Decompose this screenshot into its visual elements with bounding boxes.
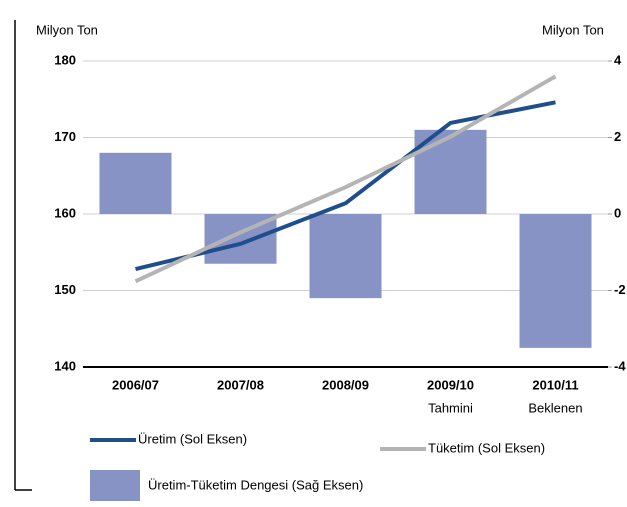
bar [99, 152, 172, 214]
legend-label: Üretim-Tüketim Dengesi (Sağ Eksen) [148, 477, 363, 492]
bar [309, 214, 382, 299]
y-tick-label: 160 [54, 205, 76, 220]
x-tick-label: 2006/07 [112, 377, 159, 392]
legend-swatch [90, 470, 140, 501]
y2-tick-label: 2 [614, 129, 621, 144]
y-axis-label: Milyon Ton [36, 22, 98, 37]
x-tick-label: 2009/10 [427, 377, 474, 392]
y2-tick-label: -2 [614, 282, 626, 297]
legend-label: Üretim (Sol Eksen) [138, 431, 247, 446]
y2-axis-label: Milyon Ton [542, 22, 604, 37]
line [134, 74, 557, 284]
y2-tick-label: 4 [614, 52, 622, 67]
y-tick-label: 140 [54, 358, 76, 373]
x-tick-label: 2008/09 [322, 377, 369, 392]
x-tick-label: 2007/08 [217, 377, 264, 392]
x-tick-note: Beklenen [528, 400, 582, 415]
y-tick-label: 180 [54, 52, 76, 67]
x-tick-label: 2010/11 [532, 377, 578, 392]
x-tick-note: Tahmini [428, 400, 473, 415]
y2-tick-label: -4 [614, 358, 626, 373]
legend-label: Tüketim (Sol Eksen) [428, 440, 545, 455]
y-tick-label: 150 [54, 282, 76, 297]
y-tick-label: 170 [54, 129, 76, 144]
y2-tick-label: 0 [614, 205, 621, 220]
bar [414, 129, 487, 214]
bar [519, 214, 592, 348]
